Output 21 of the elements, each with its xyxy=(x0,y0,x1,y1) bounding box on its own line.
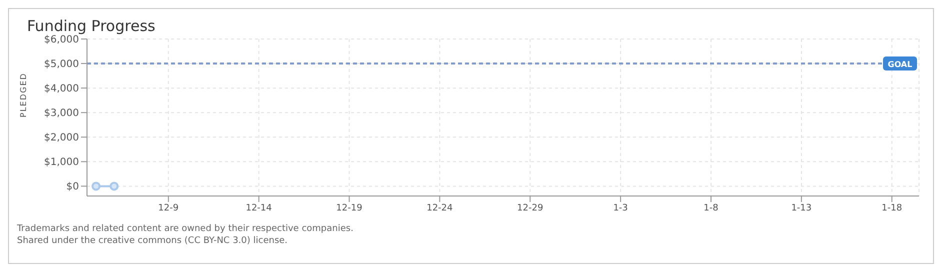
y-tick-label: $4,000 xyxy=(44,84,79,95)
x-tick-label: 12-29 xyxy=(517,203,544,214)
text: Trademarks and related content are owned by their respective companies. xyxy=(17,223,354,235)
y-axis-title: PLEDGED xyxy=(18,72,28,118)
x-tick-label: 1-13 xyxy=(791,203,812,214)
y-tick-label: $3,000 xyxy=(44,108,79,120)
x-tick-label: 1-3 xyxy=(613,203,628,214)
y-tick-label: $5,000 xyxy=(44,59,79,70)
x-tick-label: 1-18 xyxy=(882,203,902,214)
x-tick-label: 12-19 xyxy=(336,203,363,214)
x-tick-label: 12-14 xyxy=(246,203,272,214)
x-tick-label: 1-8 xyxy=(704,203,719,214)
ref-line-label: GOAL xyxy=(888,60,912,70)
chart-title: Funding Progress xyxy=(27,17,156,35)
y-tick-label: $0 xyxy=(66,182,79,193)
y-tick-label: $6,000 xyxy=(44,34,79,46)
y-tick-label: $2,000 xyxy=(44,132,79,144)
x-tick-label: 12-9 xyxy=(158,203,179,214)
text: Shared under the creative commons (CC BY-NC 3.0) license. xyxy=(17,235,289,247)
x-tick-label: 12-24 xyxy=(426,203,454,214)
y-tick-label: $1,000 xyxy=(44,157,79,168)
